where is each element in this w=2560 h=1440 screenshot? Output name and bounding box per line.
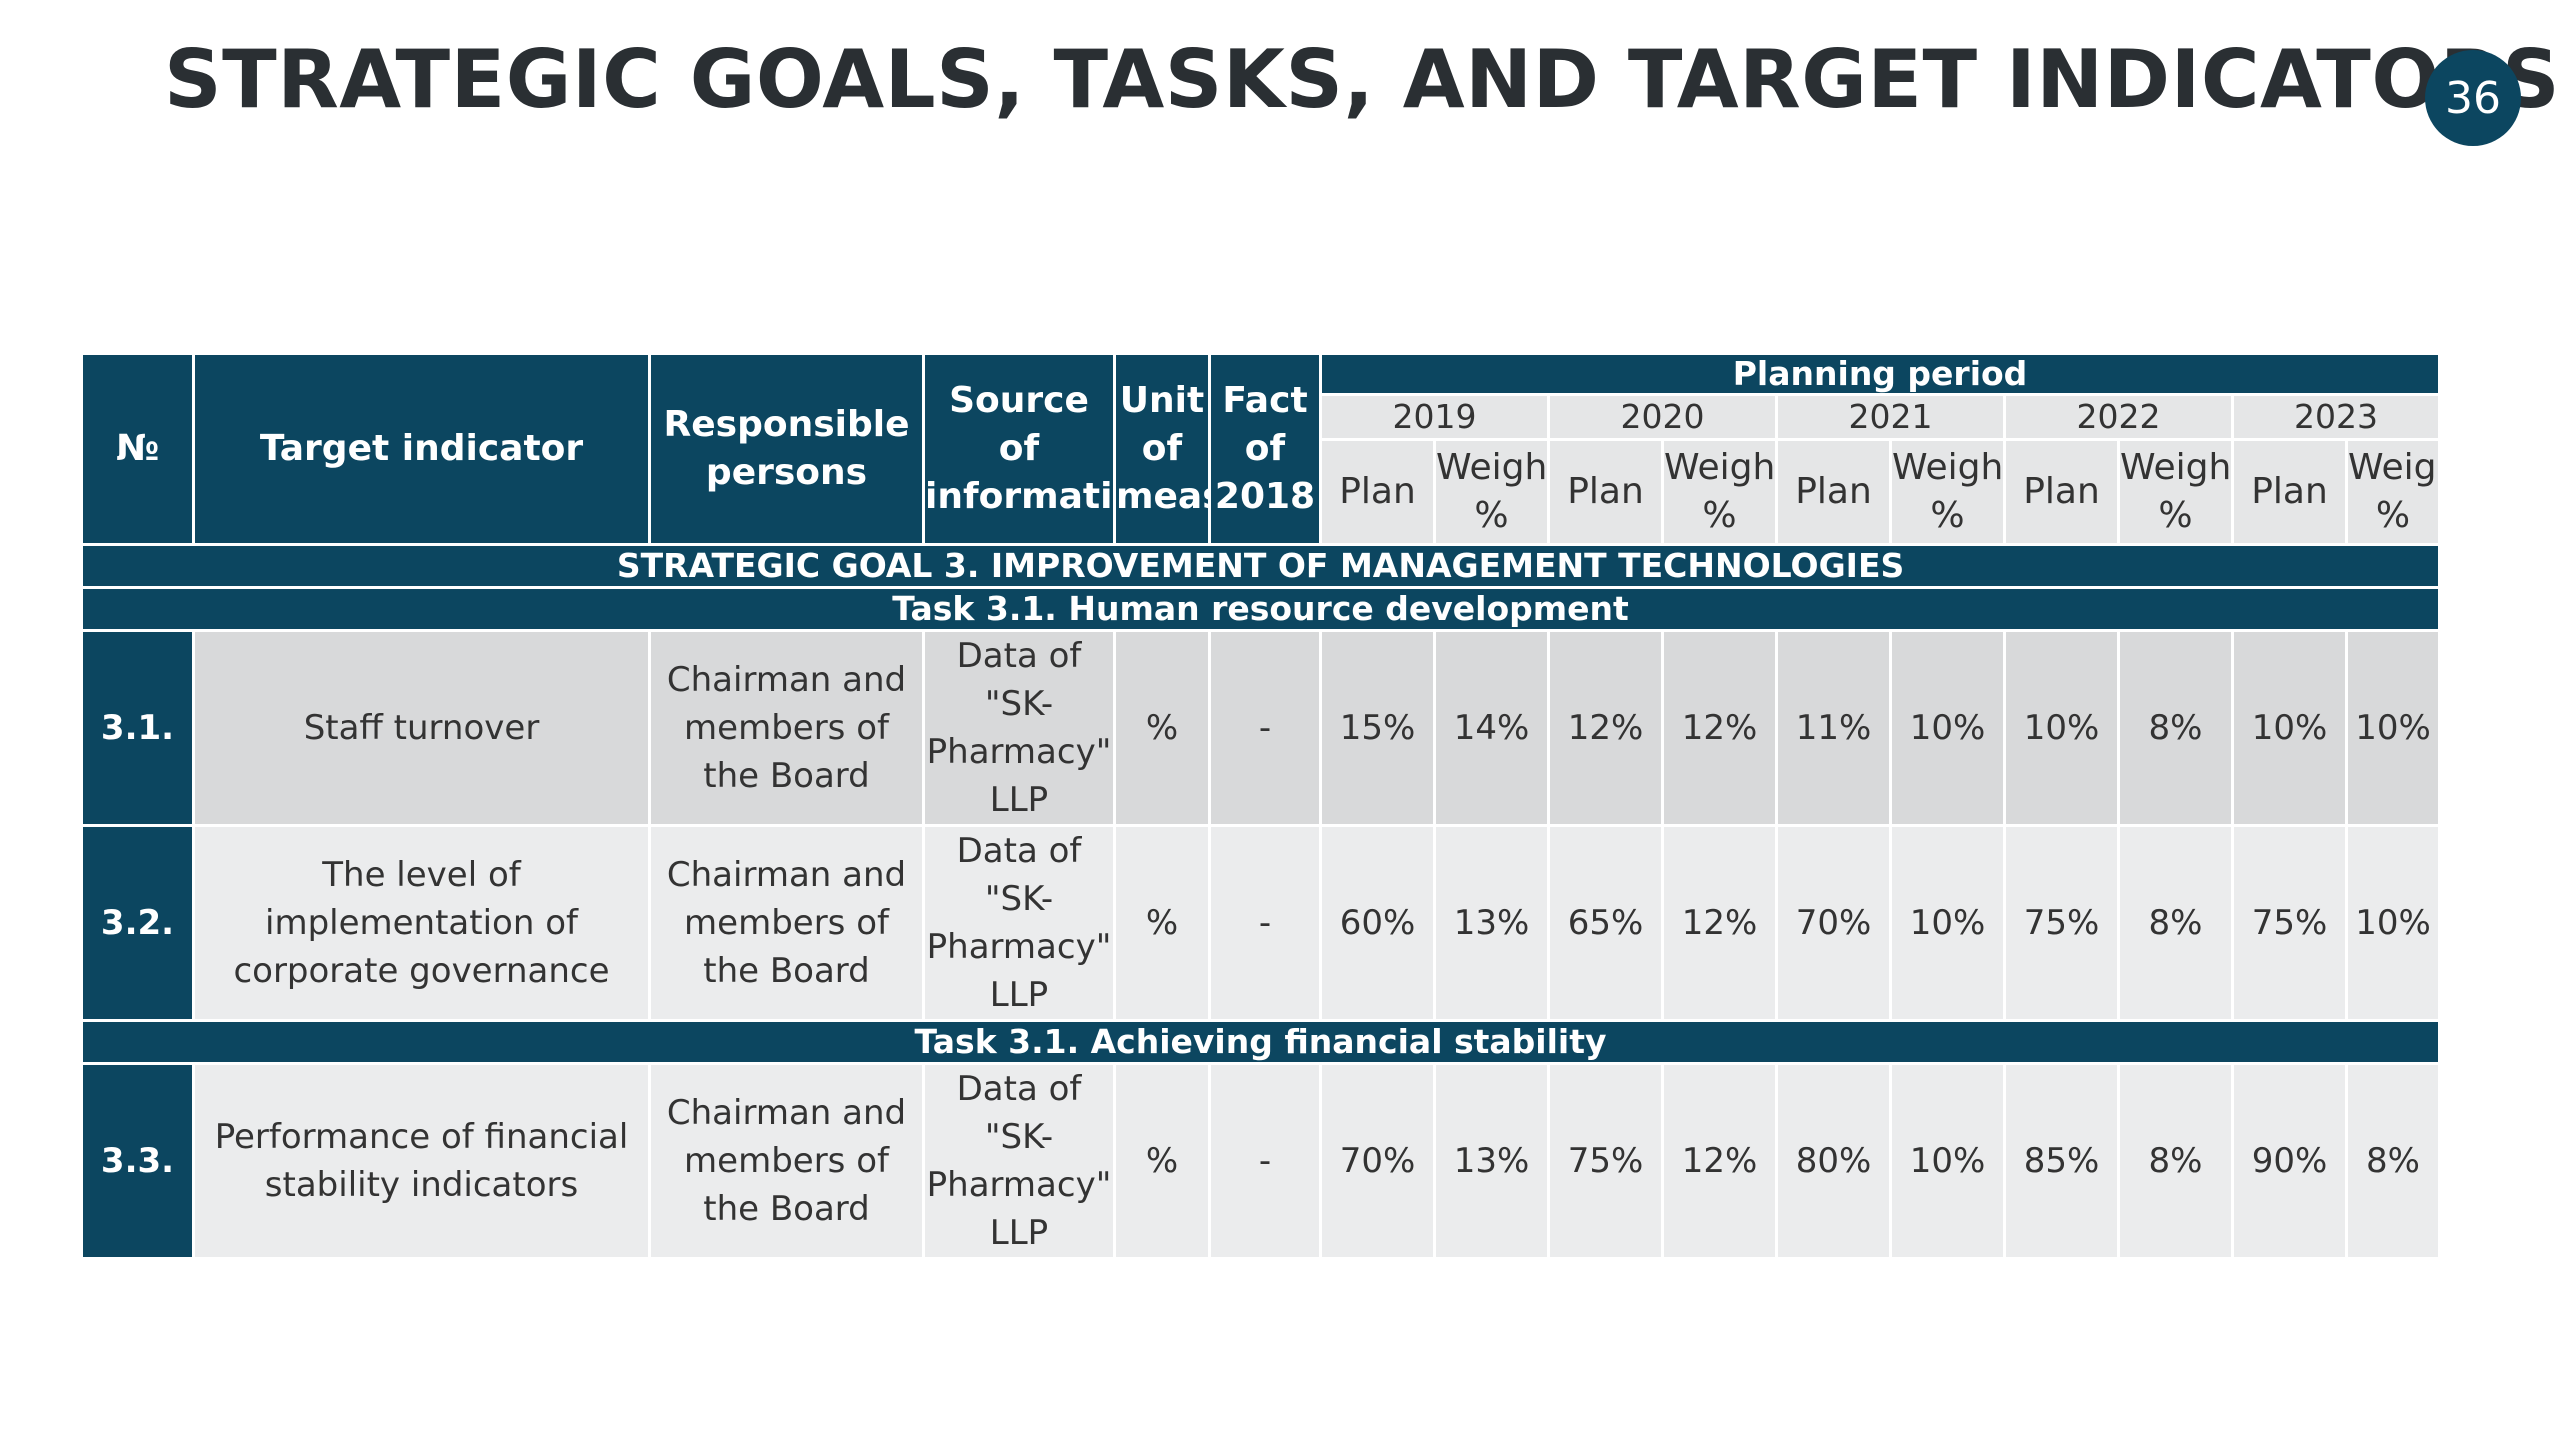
weight-cell: 14% — [1433, 629, 1550, 827]
row-number: 3.3. — [80, 1062, 195, 1260]
plan-cell: 90% — [2231, 1062, 2348, 1260]
weight-cell: 8% — [2117, 629, 2234, 827]
fact-cell: - — [1208, 1062, 1322, 1260]
plan-cell: 65% — [1547, 824, 1664, 1022]
fact-cell: - — [1208, 629, 1322, 827]
row-number: 3.1. — [80, 629, 195, 827]
weight-cell: 12% — [1661, 629, 1778, 827]
strategic-goal-row: STRATEGIC GOAL 3. IMPROVEMENT OF MANAGEM… — [79, 543, 2442, 589]
header-year: 2021 — [1775, 393, 2006, 441]
header-year: 2023 — [2230, 393, 2442, 441]
responsible-cell: Chairman and members of the Board — [648, 824, 925, 1022]
header-plan: Plan — [2003, 438, 2120, 546]
weight-cell: 10% — [1889, 629, 2006, 827]
weight-cell: 10% — [1889, 1062, 2006, 1260]
responsible-cell: Chairman and members of the Board — [648, 1062, 925, 1260]
unit-cell: % — [1113, 629, 1211, 827]
header-weight: Weight, % — [1433, 438, 1550, 546]
responsible-cell: Chairman and members of the Board — [648, 629, 925, 827]
task-row: Task 3.1. Human resource development — [79, 586, 2442, 632]
header-plan: Plan — [2231, 438, 2348, 546]
plan-cell: 75% — [2231, 824, 2348, 1022]
plan-cell: 11% — [1775, 629, 1892, 827]
row-number: 3.2. — [80, 824, 195, 1022]
header-planning-period: Planning period — [1318, 352, 2442, 396]
header-weight: Weight, % — [1661, 438, 1778, 546]
plan-cell: 70% — [1319, 1062, 1436, 1260]
table-row: 3.2. The level of implementation of corp… — [80, 824, 2442, 1022]
plan-cell: 12% — [1547, 629, 1664, 827]
plan-cell: 10% — [2003, 629, 2120, 827]
header-unit: Unit of meas. — [1113, 352, 1211, 546]
weight-cell: 12% — [1661, 824, 1778, 1022]
header-year: 2020 — [1547, 393, 1778, 441]
unit-cell: % — [1113, 824, 1211, 1022]
source-cell: Data of "SK-Pharmacy" LLP — [922, 824, 1116, 1022]
task-row: Task 3.1. Achieving financial stability — [79, 1019, 2442, 1065]
header-fact: Fact of 2018 — [1208, 352, 1322, 546]
page-number-badge: 36 — [2425, 50, 2521, 146]
plan-cell: 70% — [1775, 824, 1892, 1022]
fact-cell: - — [1208, 824, 1322, 1022]
header-responsible: Responsible persons — [648, 352, 925, 546]
plan-cell: 15% — [1319, 629, 1436, 827]
header-plan: Plan — [1319, 438, 1436, 546]
header-weight: Weight, % — [2344, 438, 2442, 546]
indicator-cell: Performance of financial stability indic… — [192, 1062, 651, 1260]
header-plan: Plan — [1547, 438, 1664, 546]
header-year: 2019 — [1319, 393, 1550, 441]
weight-cell: 8% — [2344, 1062, 2442, 1260]
table-row: 3.3. Performance of financial stability … — [80, 1062, 2442, 1260]
weight-cell: 10% — [2344, 629, 2442, 827]
plan-cell: 10% — [2231, 629, 2348, 827]
header-weight: Weight, % — [2117, 438, 2234, 546]
source-cell: Data of "SK-Pharmacy" LLP — [922, 1062, 1116, 1260]
plan-cell: 80% — [1775, 1062, 1892, 1260]
plan-cell: 75% — [1547, 1062, 1664, 1260]
weight-cell: 13% — [1433, 824, 1550, 1022]
indicator-cell: Staff turnover — [192, 629, 651, 827]
source-cell: Data of "SK-Pharmacy" LLP — [922, 629, 1116, 827]
weight-cell: 10% — [2344, 824, 2442, 1022]
weight-cell: 10% — [1889, 824, 2006, 1022]
header-target-indicator: Target indicator — [192, 352, 651, 546]
slide-title: STRATEGIC GOALS, TASKS, AND TARGET INDIC… — [164, 33, 2560, 126]
plan-cell: 75% — [2003, 824, 2120, 1022]
header-source: Source of information — [922, 352, 1116, 546]
weight-cell: 8% — [2117, 824, 2234, 1022]
weight-cell: 13% — [1433, 1062, 1550, 1260]
target-indicators-table: № Target indicator Responsible persons S… — [79, 352, 2442, 1260]
indicator-cell: The level of implementation of corporate… — [192, 824, 651, 1022]
unit-cell: % — [1113, 1062, 1211, 1260]
header-year: 2022 — [2003, 393, 2234, 441]
weight-cell: 8% — [2117, 1062, 2234, 1260]
plan-cell: 85% — [2003, 1062, 2120, 1260]
header-no: № — [80, 352, 195, 546]
header-weight: Weight, % — [1889, 438, 2006, 546]
weight-cell: 12% — [1661, 1062, 1778, 1260]
header-plan: Plan — [1775, 438, 1892, 546]
table-row: 3.1. Staff turnover Chairman and members… — [80, 629, 2442, 827]
plan-cell: 60% — [1319, 824, 1436, 1022]
